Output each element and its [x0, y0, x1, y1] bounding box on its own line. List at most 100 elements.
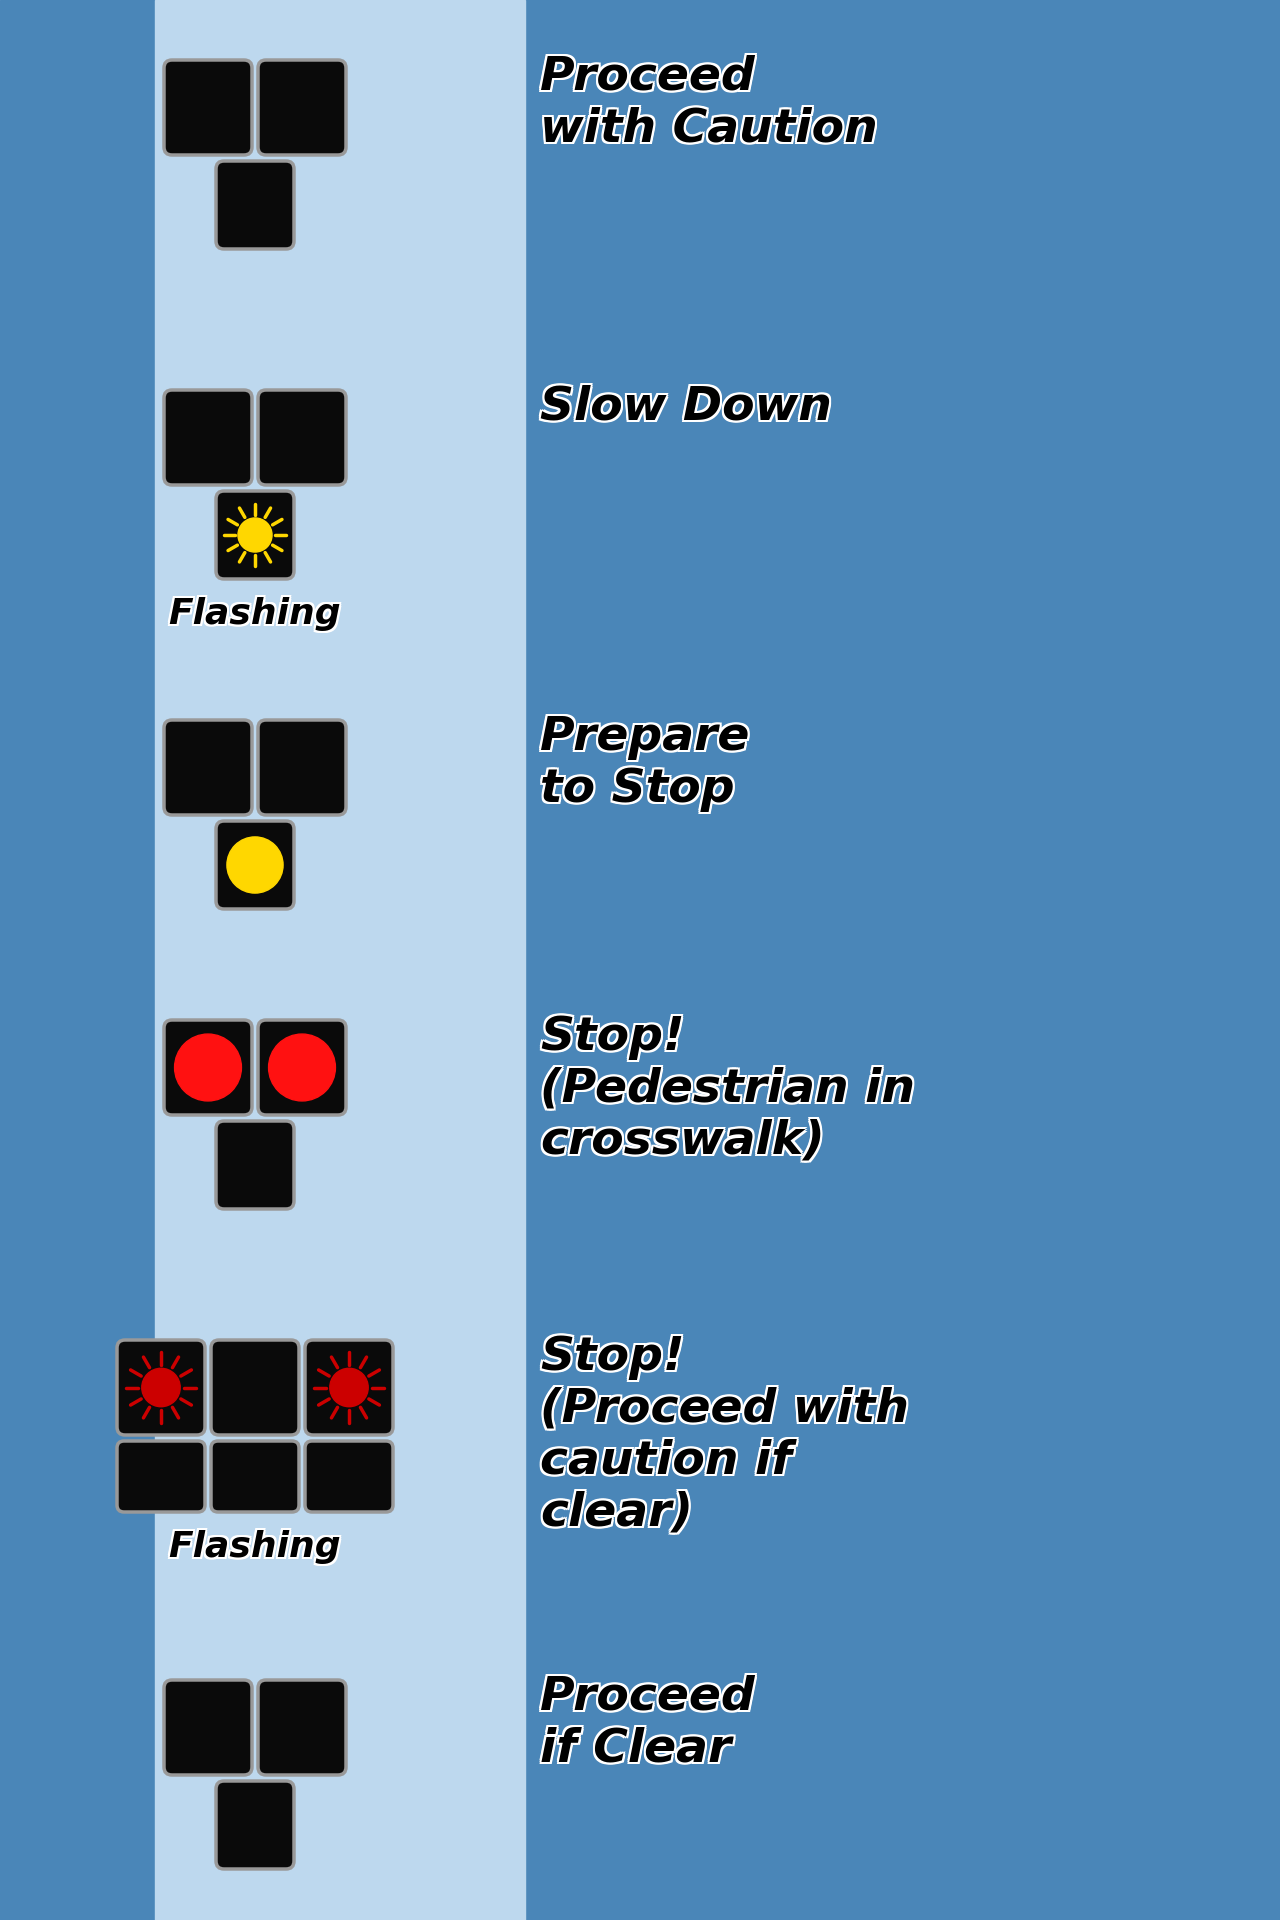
Text: Flashing: Flashing: [166, 597, 339, 632]
Text: Proceed
with Caution: Proceed with Caution: [540, 54, 878, 150]
Text: Proceed
if Clear: Proceed if Clear: [540, 1676, 755, 1774]
Text: Stop!
(Pedestrian in
crosswalk): Stop! (Pedestrian in crosswalk): [541, 1018, 916, 1165]
FancyBboxPatch shape: [305, 1340, 393, 1434]
Text: Flashing: Flashing: [170, 1528, 343, 1563]
FancyBboxPatch shape: [216, 822, 294, 908]
Text: Proceed
if Clear: Proceed if Clear: [538, 1674, 753, 1772]
Text: Flashing: Flashing: [166, 599, 339, 634]
Text: Proceed
with Caution: Proceed with Caution: [541, 56, 879, 152]
Text: Slow Down: Slow Down: [541, 382, 833, 428]
Text: Stop!
(Proceed with
caution if
clear): Stop! (Proceed with caution if clear): [540, 1336, 909, 1538]
Text: Prepare
to Stop: Prepare to Stop: [541, 714, 751, 812]
Text: Flashing: Flashing: [170, 599, 343, 634]
FancyBboxPatch shape: [211, 1340, 300, 1434]
Text: Prepare
to Stop: Prepare to Stop: [540, 712, 749, 810]
Text: Slow Down: Slow Down: [538, 386, 829, 430]
Text: Stop!
(Pedestrian in
crosswalk): Stop! (Pedestrian in crosswalk): [538, 1018, 913, 1165]
FancyBboxPatch shape: [164, 1020, 252, 1116]
FancyBboxPatch shape: [211, 1442, 300, 1513]
FancyBboxPatch shape: [216, 1121, 294, 1210]
Text: Prepare
to Stop: Prepare to Stop: [541, 716, 751, 814]
Text: Flashing: Flashing: [166, 595, 339, 630]
Text: Flashing: Flashing: [169, 597, 342, 632]
Text: Proceed
with Caution: Proceed with Caution: [540, 58, 878, 154]
Text: Stop!
(Proceed with
caution if
clear): Stop! (Proceed with caution if clear): [538, 1332, 908, 1534]
FancyBboxPatch shape: [259, 390, 346, 486]
Text: Flashing: Flashing: [170, 1532, 343, 1567]
Text: Flashing: Flashing: [166, 1530, 339, 1565]
Text: Stop!
(Pedestrian in
crosswalk): Stop! (Pedestrian in crosswalk): [540, 1016, 915, 1164]
FancyBboxPatch shape: [305, 1442, 393, 1513]
Text: Proceed
if Clear: Proceed if Clear: [540, 1674, 755, 1772]
FancyBboxPatch shape: [259, 1680, 346, 1774]
Text: Flashing: Flashing: [169, 1530, 342, 1565]
Text: Proceed
with Caution: Proceed with Caution: [540, 56, 878, 152]
FancyBboxPatch shape: [164, 60, 252, 156]
Text: Proceed
with Caution: Proceed with Caution: [538, 58, 876, 154]
Text: Flashing: Flashing: [169, 1528, 342, 1563]
Text: Proceed
with Caution: Proceed with Caution: [538, 56, 876, 152]
Circle shape: [330, 1369, 369, 1407]
Text: Slow Down: Slow Down: [541, 388, 833, 432]
Text: Flashing: Flashing: [170, 1530, 343, 1565]
FancyBboxPatch shape: [164, 390, 252, 486]
Text: Stop!
(Proceed with
caution if
clear): Stop! (Proceed with caution if clear): [541, 1334, 911, 1536]
Text: Slow Down: Slow Down: [540, 388, 832, 432]
FancyBboxPatch shape: [164, 1680, 252, 1774]
Text: Stop!
(Proceed with
caution if
clear): Stop! (Proceed with caution if clear): [541, 1332, 911, 1534]
FancyBboxPatch shape: [164, 720, 252, 814]
Text: Proceed
if Clear: Proceed if Clear: [538, 1672, 753, 1770]
FancyBboxPatch shape: [259, 720, 346, 814]
Text: Proceed
with Caution: Proceed with Caution: [541, 58, 879, 154]
FancyBboxPatch shape: [216, 1782, 294, 1868]
Circle shape: [142, 1369, 180, 1407]
FancyBboxPatch shape: [259, 60, 346, 156]
Text: Slow Down: Slow Down: [540, 386, 832, 430]
Text: Stop!
(Proceed with
caution if
clear): Stop! (Proceed with caution if clear): [538, 1334, 908, 1536]
Text: Slow Down: Slow Down: [538, 388, 829, 432]
FancyBboxPatch shape: [259, 1020, 346, 1116]
Text: Stop!
(Pedestrian in
crosswalk): Stop! (Pedestrian in crosswalk): [540, 1018, 915, 1165]
Text: Proceed
if Clear: Proceed if Clear: [541, 1676, 756, 1774]
Text: Proceed
if Clear: Proceed if Clear: [538, 1676, 753, 1774]
Text: Proceed
if Clear: Proceed if Clear: [541, 1674, 756, 1772]
Text: Prepare
to Stop: Prepare to Stop: [541, 712, 751, 810]
Text: Flashing: Flashing: [166, 1532, 339, 1567]
Text: Flashing: Flashing: [169, 595, 342, 630]
Text: Stop!
(Pedestrian in
crosswalk): Stop! (Pedestrian in crosswalk): [538, 1016, 913, 1164]
Circle shape: [238, 518, 273, 553]
FancyBboxPatch shape: [216, 492, 294, 580]
Text: Stop!
(Proceed with
caution if
clear): Stop! (Proceed with caution if clear): [540, 1334, 909, 1536]
Text: Proceed
with Caution: Proceed with Caution: [541, 54, 879, 150]
FancyBboxPatch shape: [116, 1442, 205, 1513]
Text: Flashing: Flashing: [169, 599, 342, 634]
Text: Flashing: Flashing: [169, 1532, 342, 1567]
Text: Stop!
(Proceed with
caution if
clear): Stop! (Proceed with caution if clear): [538, 1336, 908, 1538]
Text: Stop!
(Pedestrian in
crosswalk): Stop! (Pedestrian in crosswalk): [538, 1014, 913, 1162]
Text: Stop!
(Proceed with
caution if
clear): Stop! (Proceed with caution if clear): [541, 1336, 911, 1538]
FancyBboxPatch shape: [116, 1340, 205, 1434]
Text: Proceed
if Clear: Proceed if Clear: [540, 1672, 755, 1770]
Text: Proceed
with Caution: Proceed with Caution: [538, 54, 876, 150]
Text: Prepare
to Stop: Prepare to Stop: [538, 714, 748, 812]
Text: Flashing: Flashing: [170, 597, 343, 632]
Text: Slow Down: Slow Down: [541, 386, 833, 430]
Text: Stop!
(Proceed with
caution if
clear): Stop! (Proceed with caution if clear): [540, 1332, 909, 1534]
Text: Flashing: Flashing: [166, 1528, 339, 1563]
Text: Slow Down: Slow Down: [540, 382, 832, 428]
Text: Prepare
to Stop: Prepare to Stop: [540, 714, 749, 812]
FancyBboxPatch shape: [216, 161, 294, 250]
Text: Prepare
to Stop: Prepare to Stop: [540, 716, 749, 814]
Text: Stop!
(Pedestrian in
crosswalk): Stop! (Pedestrian in crosswalk): [540, 1014, 915, 1162]
Text: Prepare
to Stop: Prepare to Stop: [538, 712, 748, 810]
Circle shape: [174, 1035, 242, 1100]
Circle shape: [227, 837, 283, 893]
Text: Stop!
(Pedestrian in
crosswalk): Stop! (Pedestrian in crosswalk): [541, 1014, 916, 1162]
Text: Prepare
to Stop: Prepare to Stop: [538, 716, 748, 814]
Text: Flashing: Flashing: [170, 595, 343, 630]
Text: Slow Down: Slow Down: [538, 382, 829, 428]
Bar: [155, 0, 525, 1920]
Circle shape: [269, 1035, 335, 1100]
Text: Stop!
(Pedestrian in
crosswalk): Stop! (Pedestrian in crosswalk): [541, 1016, 916, 1164]
Text: Proceed
if Clear: Proceed if Clear: [541, 1672, 756, 1770]
